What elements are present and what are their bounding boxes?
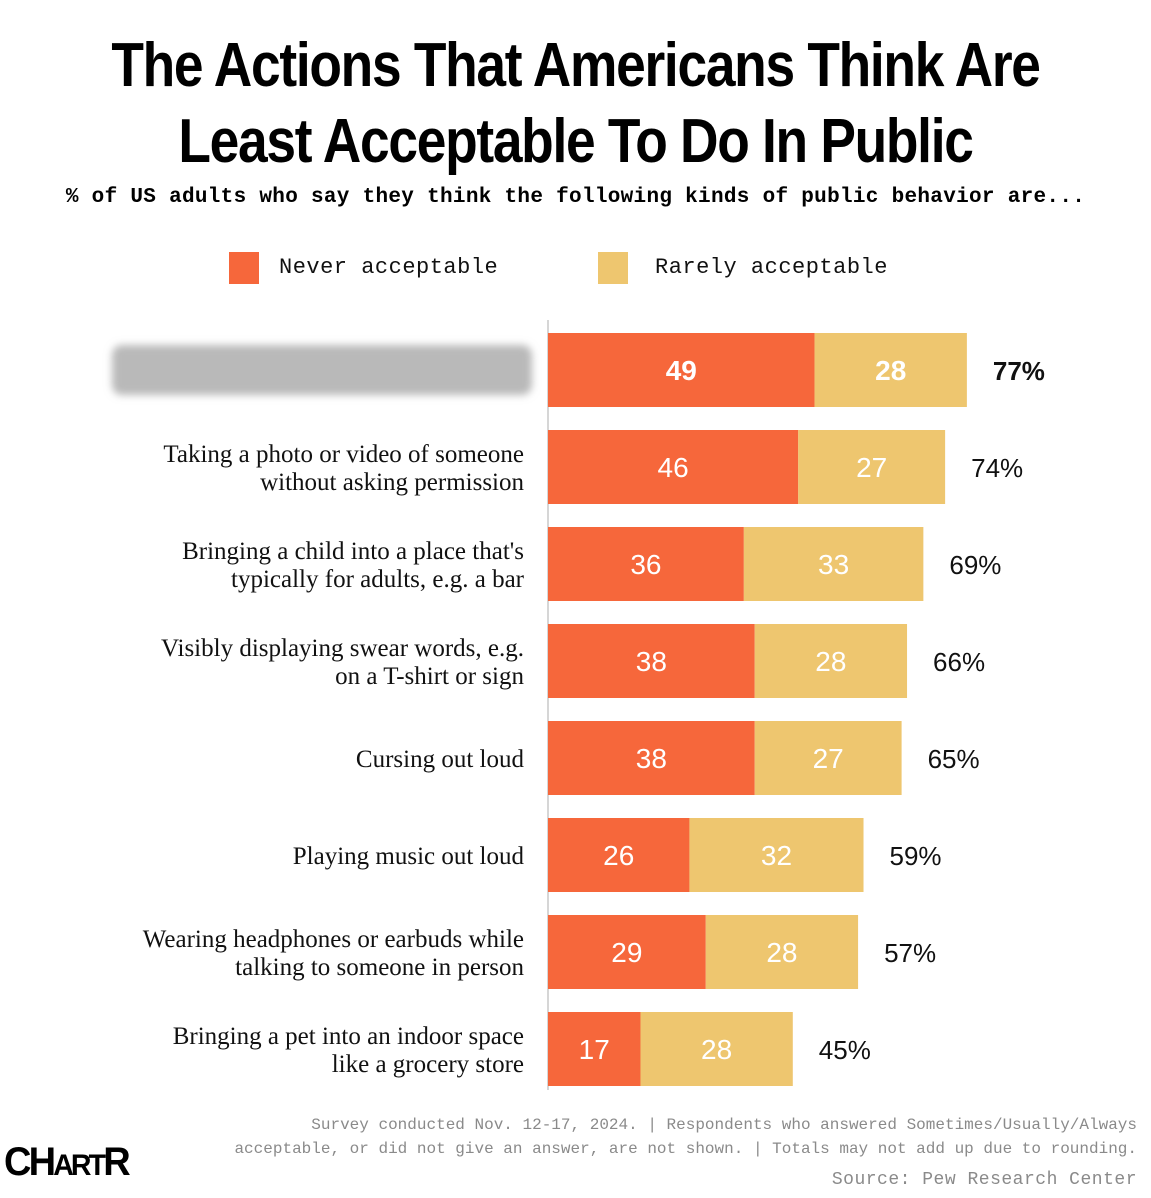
- redacted-category-label: [112, 345, 532, 395]
- bar-rarely-6: [705, 915, 859, 989]
- bar-value-rarely-5: 32: [761, 840, 792, 871]
- legend-label-rarely: Rarely acceptable: [655, 255, 888, 280]
- category-label-7-line-1: like a grocery store: [332, 1051, 524, 1078]
- bar-value-never-6: 29: [611, 937, 642, 968]
- bar-rarely-1: [798, 430, 946, 504]
- bar-rarely-3: [754, 624, 908, 698]
- footnote-line-2: acceptable, or did not give an answer, a…: [234, 1140, 1137, 1158]
- category-label-2-line-1: typically for adults, e.g. a bar: [231, 566, 525, 593]
- total-label-7: 45%: [819, 1035, 871, 1065]
- bar-value-never-3: 38: [636, 646, 667, 677]
- legend-swatch-never: [229, 252, 259, 284]
- chart-subtitle: % of US adults who say they think the fo…: [65, 186, 1086, 209]
- bar-rarely-4: [754, 721, 902, 795]
- legend-swatch-rarely: [598, 252, 628, 284]
- category-label-5-line-0: Playing music out loud: [293, 843, 525, 870]
- bar-never-1: [548, 430, 799, 504]
- logo-part-2: ART: [53, 1149, 106, 1182]
- title-line-1: The Actions That Americans Think Are: [111, 31, 1041, 100]
- total-label-5: 59%: [890, 841, 942, 871]
- category-label-4-line-0: Cursing out loud: [356, 746, 525, 773]
- bar-never-7: [548, 1012, 641, 1086]
- footnote: Survey conducted Nov. 12-17, 2024. | Res…: [137, 1113, 1137, 1161]
- bar-value-rarely-2: 33: [818, 549, 849, 580]
- bar-never-6: [548, 915, 706, 989]
- category-label-3-line-0: Visibly displaying swear words, e.g.: [161, 635, 524, 662]
- bar-rarely-0: [814, 333, 967, 407]
- source-text: Source: Pew Research Center: [831, 1170, 1137, 1190]
- category-label-6-line-0: Wearing headphones or earbuds while: [143, 926, 524, 953]
- bar-never-0: [548, 333, 815, 407]
- footnote-line-1: Survey conducted Nov. 12-17, 2024. | Res…: [311, 1116, 1137, 1134]
- legend: Never acceptable Rarely acceptable: [0, 252, 1151, 286]
- total-label-1: 74%: [971, 453, 1023, 483]
- bar-rarely-7: [640, 1012, 793, 1086]
- chart-title: The Actions That Americans Think Are Lea…: [81, 28, 1071, 180]
- total-label-3: 66%: [933, 647, 985, 677]
- legend-label-never: Never acceptable: [279, 255, 499, 280]
- bar-rarely-2: [743, 527, 924, 601]
- bar-value-never-0: 49: [666, 355, 697, 386]
- bar-value-rarely-0: 28: [875, 355, 906, 386]
- category-label-1-line-1: without asking permission: [260, 469, 524, 496]
- total-label-4: 65%: [928, 744, 980, 774]
- bar-never-4: [548, 721, 755, 795]
- total-label-0: 77%: [993, 356, 1045, 386]
- bar-value-rarely-7: 28: [701, 1034, 732, 1065]
- category-label-2-line-0: Bringing a child into a place that's: [182, 538, 524, 565]
- category-label-3-line-1: on a T-shirt or sign: [335, 663, 524, 690]
- bar-value-rarely-4: 27: [813, 743, 844, 774]
- total-label-2: 69%: [949, 550, 1001, 580]
- bar-value-rarely-6: 28: [766, 937, 797, 968]
- bar-value-never-4: 38: [636, 743, 667, 774]
- bar-value-never-7: 17: [579, 1034, 610, 1065]
- title-line-2: Least Acceptable To Do In Public: [178, 107, 974, 176]
- bar-value-rarely-1: 27: [856, 452, 887, 483]
- bar-rarely-5: [689, 818, 864, 892]
- bar-value-never-5: 26: [603, 840, 634, 871]
- bar-never-2: [548, 527, 744, 601]
- category-label-6-line-1: talking to someone in person: [235, 954, 524, 981]
- category-label-1-line-0: Taking a photo or video of someone: [163, 441, 524, 468]
- bar-value-never-1: 46: [658, 452, 689, 483]
- total-label-6: 57%: [884, 938, 936, 968]
- bar-value-never-2: 36: [630, 549, 661, 580]
- logo-part-1: CH: [4, 1140, 56, 1184]
- bar-never-3: [548, 624, 755, 698]
- chartr-logo: CHARTR: [4, 1140, 131, 1185]
- bar-never-5: [548, 818, 690, 892]
- logo-part-3: R: [103, 1140, 130, 1184]
- bar-value-rarely-3: 28: [815, 646, 846, 677]
- category-label-7-line-0: Bringing a pet into an indoor space: [173, 1023, 524, 1050]
